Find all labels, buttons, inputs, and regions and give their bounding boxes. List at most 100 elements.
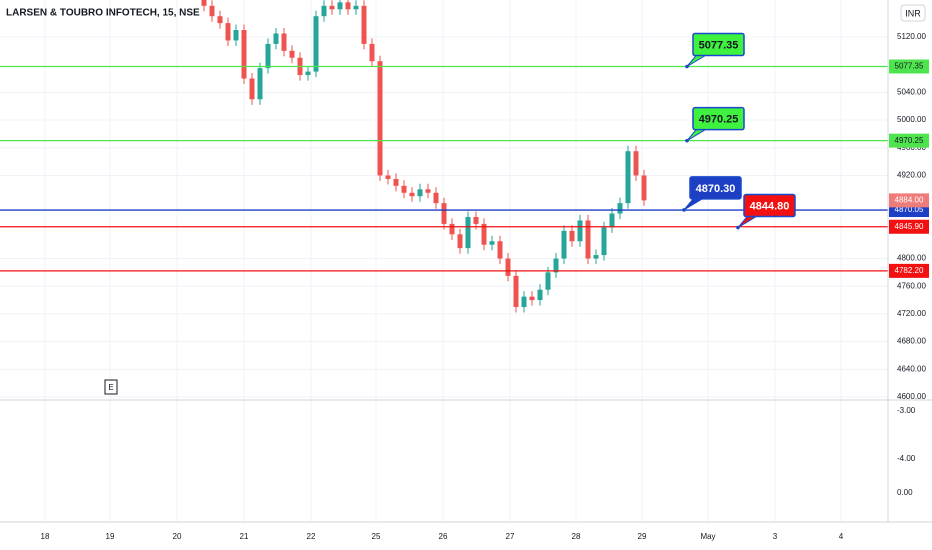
indicator-tick-label: -4.00 — [897, 454, 916, 463]
candle-body — [545, 272, 551, 290]
currency: INR — [905, 8, 921, 18]
candle-body — [425, 189, 431, 193]
y-tick-label: 4800.00 — [897, 254, 926, 263]
currency-badge[interactable] — [900, 4, 926, 22]
candle-body — [561, 230, 567, 259]
level-label: 4782.20 — [895, 266, 924, 275]
level-tag — [889, 219, 929, 234]
level-label: 4970.25 — [895, 136, 924, 145]
event-marker: E — [108, 383, 113, 392]
axis-labels: 5120.005040.005000.004960.004920.004800.… — [41, 32, 929, 541]
candle-body — [409, 192, 415, 197]
last-price-tag — [889, 193, 929, 208]
candle-body — [385, 175, 391, 179]
y-tick-label: 4640.00 — [897, 364, 926, 373]
level-tag — [889, 263, 929, 278]
candle-body — [361, 5, 367, 44]
candle-body — [481, 223, 487, 245]
candle-body — [569, 230, 575, 242]
x-tick-label: 22 — [307, 532, 316, 541]
candle-body — [625, 151, 631, 204]
indicator-tick-label: -3.00 — [897, 406, 916, 415]
event-marker-box[interactable] — [104, 379, 118, 395]
candle-body — [393, 178, 399, 186]
x-tick-label: 19 — [106, 532, 115, 541]
callout-box — [743, 193, 796, 218]
candle-body — [401, 185, 407, 193]
level-tag — [889, 59, 929, 74]
x-tick-label: 21 — [240, 532, 249, 541]
candle-body — [225, 23, 231, 41]
candle-body — [577, 220, 583, 242]
callout-box — [692, 32, 745, 57]
candle-body — [513, 275, 519, 308]
y-tick-label: 4760.00 — [897, 281, 926, 290]
candle-body — [201, 0, 207, 6]
x-tick-label: 20 — [173, 532, 182, 541]
candle-body — [281, 33, 287, 51]
level-label: 4845.90 — [895, 222, 924, 231]
chart-title: LARSEN & TOUBRO INFOTECH, 15, NSE — [6, 8, 200, 19]
candle-body — [377, 61, 383, 176]
callout-box — [692, 106, 745, 131]
candle-body — [593, 255, 599, 259]
candle-body — [489, 241, 495, 245]
callout-box — [689, 176, 742, 200]
grid — [0, 0, 888, 522]
y-tick-label: 4920.00 — [897, 171, 926, 180]
candle-body — [465, 216, 471, 249]
candle-body — [369, 43, 375, 62]
y-tick-label: 5120.00 — [897, 32, 926, 41]
candle-body — [609, 213, 615, 228]
candle-body — [529, 296, 535, 301]
candle-body — [505, 258, 511, 276]
candle-body — [617, 203, 623, 214]
x-tick-label: May — [700, 532, 715, 541]
y-tick-label: 4600.00 — [897, 392, 926, 401]
plot-area — [0, 0, 888, 313]
candle-body — [441, 203, 447, 224]
callout-anchor — [682, 208, 686, 212]
x-tick-label: 26 — [439, 532, 448, 541]
candle-body — [497, 241, 503, 259]
candle-body — [249, 78, 255, 100]
candle-body — [329, 5, 335, 10]
candle-body — [305, 71, 311, 76]
candle-body — [553, 258, 559, 273]
callout-label: 4970.25 — [699, 114, 739, 126]
callout-label: 5077.35 — [699, 39, 739, 51]
x-tick-label: 25 — [372, 532, 381, 541]
candle-body — [433, 192, 439, 204]
y-tick-label: 4680.00 — [897, 337, 926, 346]
candle-body — [585, 220, 591, 259]
callout-label: 4844.80 — [750, 200, 790, 212]
candle-body — [537, 289, 543, 301]
candle-body — [337, 2, 343, 10]
x-tick-label: 27 — [506, 532, 515, 541]
candle-body — [217, 16, 223, 24]
x-tick-label: 29 — [638, 532, 647, 541]
last-price-label: 4884.00 — [895, 195, 924, 204]
candle-body — [289, 50, 295, 58]
candle-body — [321, 5, 327, 17]
candle-body — [449, 223, 455, 235]
candle-body — [457, 234, 463, 249]
callout-anchor — [736, 225, 740, 230]
x-tick-label: 3 — [773, 532, 778, 541]
candle-body — [233, 30, 239, 41]
candle-body — [521, 296, 527, 308]
candle-body — [313, 16, 319, 72]
candle-body — [209, 5, 215, 17]
candle-body — [641, 175, 647, 201]
y-tick-label: 5000.00 — [897, 115, 926, 124]
candle-body — [633, 151, 639, 176]
y-tick-label: 5040.00 — [897, 87, 926, 96]
candle-body — [601, 227, 607, 256]
candle-body — [353, 5, 359, 10]
callout-anchor — [685, 64, 689, 69]
candle-body — [417, 189, 423, 197]
x-tick-label: 28 — [572, 532, 581, 541]
candle-body — [241, 30, 247, 79]
